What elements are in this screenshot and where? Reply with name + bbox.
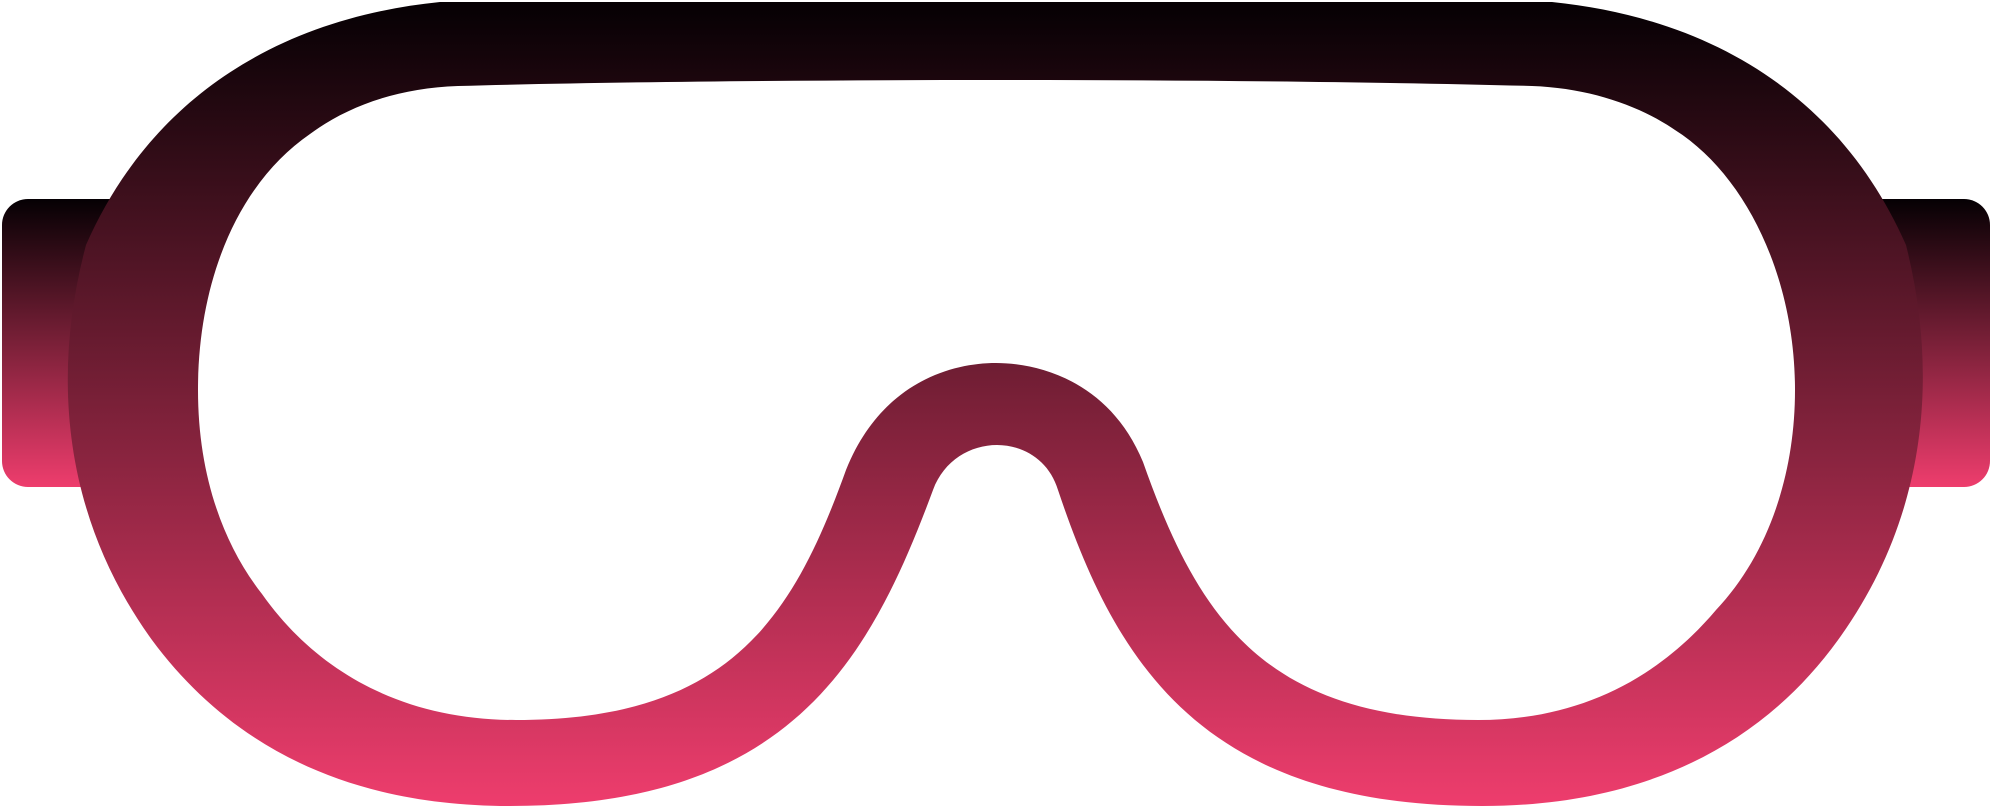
goggles-frame (67, 2, 1923, 806)
